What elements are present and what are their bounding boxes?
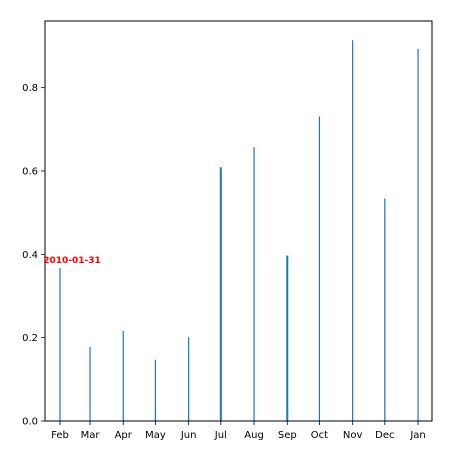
plot-frame	[44, 20, 433, 422]
x-tick-label: Oct	[311, 430, 328, 441]
x-tick-label: Feb	[51, 430, 69, 441]
bar	[154, 359, 157, 421]
x-tick-label: Sep	[278, 430, 297, 441]
y-tick-label: 0.8	[22, 83, 38, 94]
y-tick-label: 0.0	[22, 417, 38, 428]
x-tick-label: Dec	[375, 430, 394, 441]
x-tick-label: Jun	[180, 430, 197, 441]
bar	[122, 331, 124, 421]
bar	[384, 198, 386, 421]
y-tick-label: 0.2	[22, 333, 38, 344]
bar	[352, 40, 354, 422]
x-tick-label: Apr	[115, 430, 133, 441]
x-tick-label: Jan	[409, 430, 425, 441]
y-tick-label: 0.4	[22, 250, 38, 261]
x-axis-ticks: Feb Mar Apr May Jun Jul Aug Sep Oct Nov Dec Jan	[51, 421, 426, 441]
x-tick-label: Jul	[214, 430, 227, 441]
x-tick-label: Nov	[343, 430, 363, 441]
bar	[286, 255, 289, 421]
bars-group	[59, 40, 419, 422]
x-tick-label: Mar	[81, 430, 101, 441]
bar	[219, 167, 222, 421]
bar	[89, 346, 91, 421]
y-tick-label: 0.6	[22, 167, 38, 178]
x-tick-label: May	[145, 430, 166, 441]
x-tick-label: Aug	[244, 430, 264, 441]
bar	[253, 147, 255, 421]
bar	[417, 48, 419, 422]
y-axis-ticks: 0.0 0.2 0.4 0.6 0.8	[22, 83, 45, 428]
bar	[318, 116, 321, 422]
bar-annotation: 2010-01-31	[43, 256, 101, 266]
bar	[59, 268, 61, 421]
bar	[188, 337, 190, 421]
plot-background	[45, 21, 432, 421]
